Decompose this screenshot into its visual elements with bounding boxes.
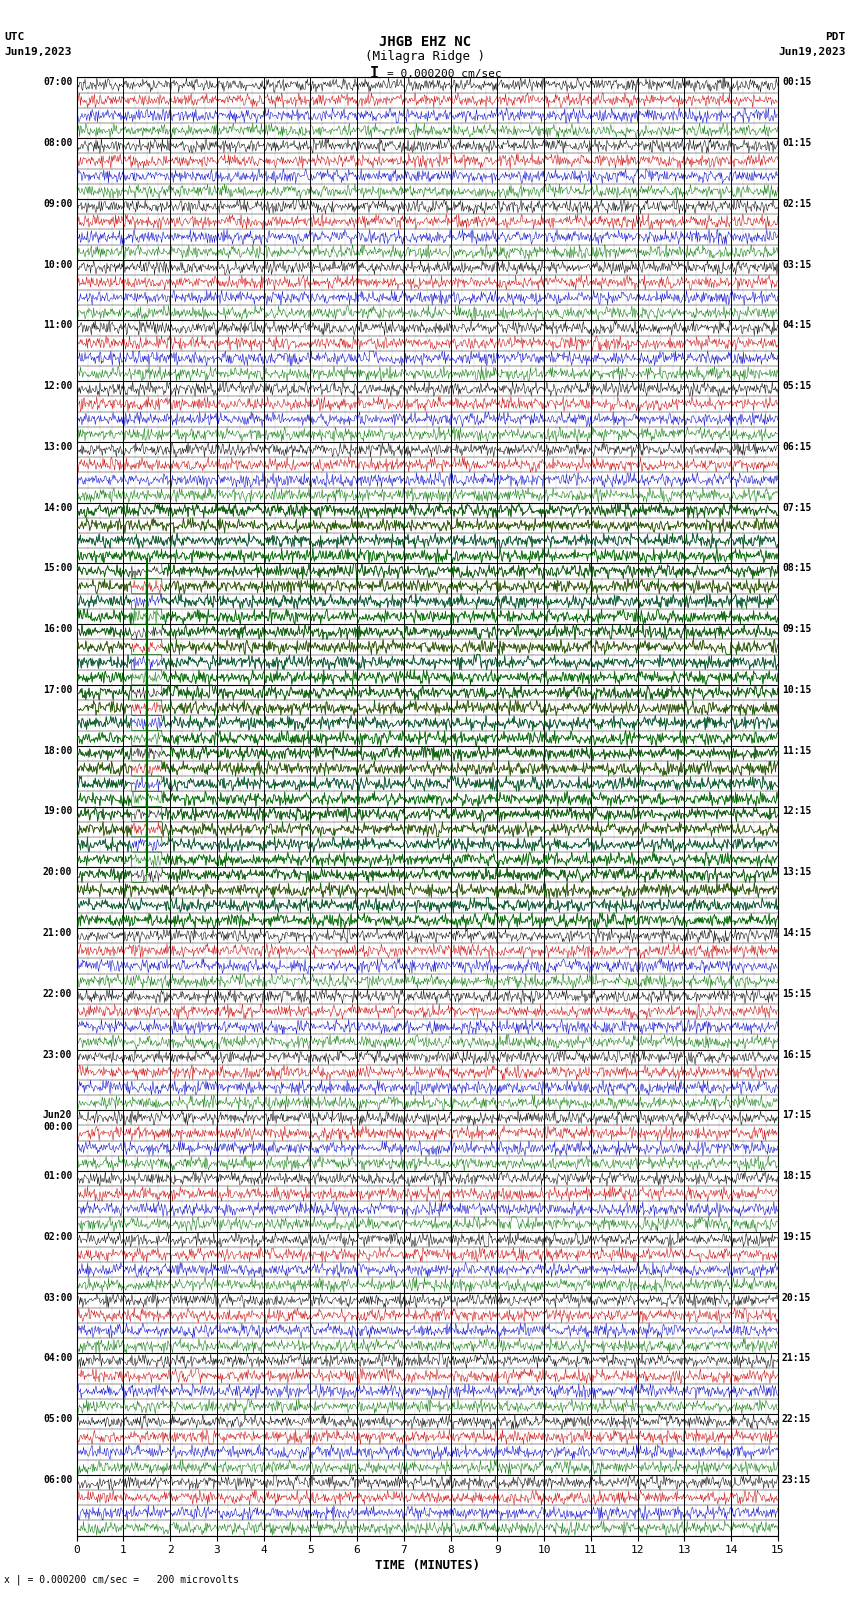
Text: 03:00: 03:00 [42, 1292, 72, 1303]
Text: 11:00: 11:00 [42, 321, 72, 331]
Text: 16:15: 16:15 [782, 1050, 812, 1060]
Text: 18:15: 18:15 [782, 1171, 812, 1181]
Text: 15:15: 15:15 [782, 989, 812, 998]
Text: 21:15: 21:15 [782, 1353, 812, 1363]
Text: 14:00: 14:00 [42, 503, 72, 513]
X-axis label: TIME (MINUTES): TIME (MINUTES) [375, 1560, 479, 1573]
Text: 04:15: 04:15 [782, 321, 812, 331]
Text: 06:15: 06:15 [782, 442, 812, 452]
Text: 20:00: 20:00 [42, 868, 72, 877]
Text: 01:15: 01:15 [782, 139, 812, 148]
Text: 22:00: 22:00 [42, 989, 72, 998]
Text: (Milagra Ridge ): (Milagra Ridge ) [365, 50, 485, 63]
Text: 03:15: 03:15 [782, 260, 812, 269]
Text: 14:15: 14:15 [782, 927, 812, 939]
Text: 21:00: 21:00 [42, 927, 72, 939]
Text: JHGB EHZ NC: JHGB EHZ NC [379, 35, 471, 50]
Text: 22:15: 22:15 [782, 1415, 812, 1424]
Text: 15:00: 15:00 [42, 563, 72, 574]
Text: 18:00: 18:00 [42, 745, 72, 756]
Text: 13:00: 13:00 [42, 442, 72, 452]
Text: 09:00: 09:00 [42, 198, 72, 210]
Text: = 0.000200 cm/sec: = 0.000200 cm/sec [387, 69, 501, 79]
Text: 12:15: 12:15 [782, 806, 812, 816]
Text: 02:15: 02:15 [782, 198, 812, 210]
Text: 13:15: 13:15 [782, 868, 812, 877]
Text: 08:00: 08:00 [42, 139, 72, 148]
Text: Jun20
00:00: Jun20 00:00 [42, 1110, 72, 1132]
Text: UTC: UTC [4, 32, 25, 42]
Text: PDT: PDT [825, 32, 846, 42]
Text: 05:00: 05:00 [42, 1415, 72, 1424]
Text: Jun19,2023: Jun19,2023 [4, 47, 71, 56]
Text: 00:15: 00:15 [782, 77, 812, 87]
Text: 19:00: 19:00 [42, 806, 72, 816]
Text: 02:00: 02:00 [42, 1232, 72, 1242]
Text: x | = 0.000200 cm/sec =   200 microvolts: x | = 0.000200 cm/sec = 200 microvolts [4, 1574, 239, 1586]
Text: 10:15: 10:15 [782, 686, 812, 695]
Text: Jun19,2023: Jun19,2023 [779, 47, 846, 56]
Text: 19:15: 19:15 [782, 1232, 812, 1242]
Text: 09:15: 09:15 [782, 624, 812, 634]
Text: 23:00: 23:00 [42, 1050, 72, 1060]
Text: 07:15: 07:15 [782, 503, 812, 513]
Text: 04:00: 04:00 [42, 1353, 72, 1363]
Text: 16:00: 16:00 [42, 624, 72, 634]
Text: 08:15: 08:15 [782, 563, 812, 574]
Text: 07:00: 07:00 [42, 77, 72, 87]
Text: 01:00: 01:00 [42, 1171, 72, 1181]
Text: I: I [370, 66, 378, 81]
Text: 17:15: 17:15 [782, 1110, 812, 1121]
Text: 10:00: 10:00 [42, 260, 72, 269]
Text: 23:15: 23:15 [782, 1474, 812, 1486]
Text: 05:15: 05:15 [782, 381, 812, 392]
Text: 12:00: 12:00 [42, 381, 72, 392]
Text: 17:00: 17:00 [42, 686, 72, 695]
Text: 06:00: 06:00 [42, 1474, 72, 1486]
Text: 20:15: 20:15 [782, 1292, 812, 1303]
Text: 11:15: 11:15 [782, 745, 812, 756]
